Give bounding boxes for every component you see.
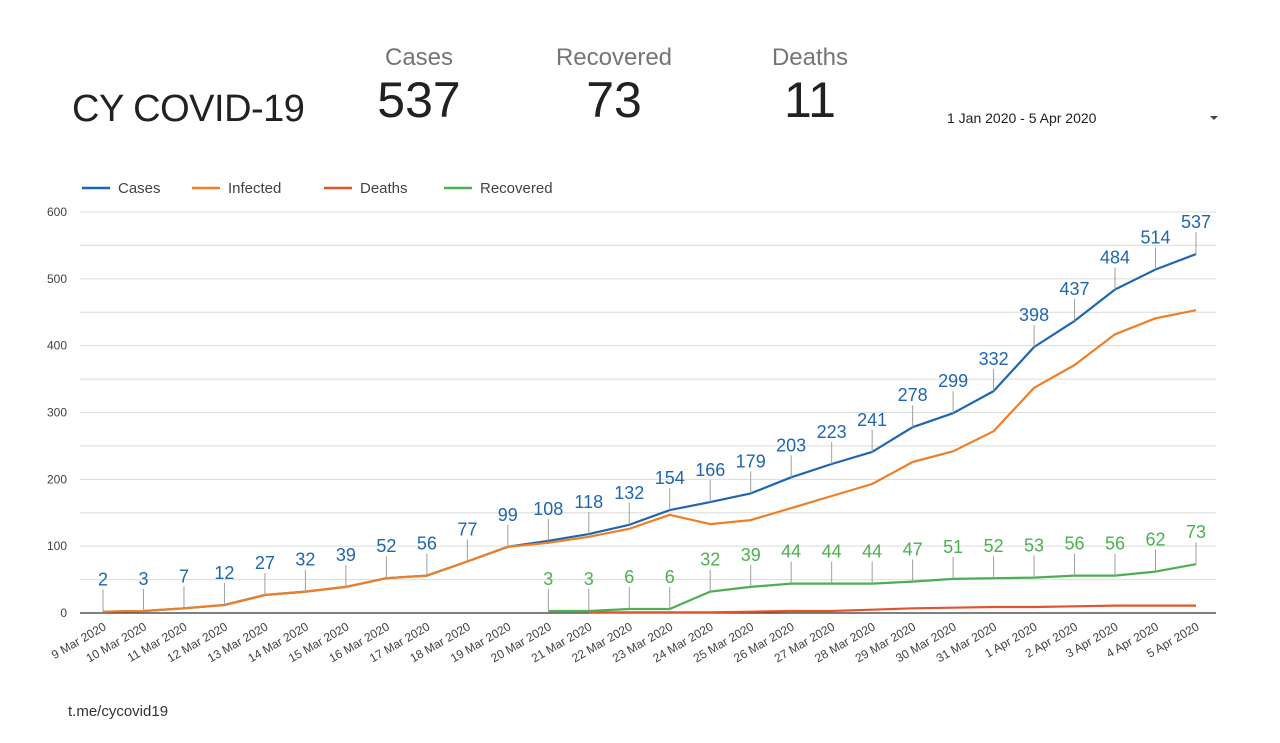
y-axis: 0 100 200 300 400 500 600 <box>47 205 67 620</box>
data-label-cases: 56 <box>417 534 437 554</box>
data-label-cases: 398 <box>1019 305 1049 325</box>
data-label-cases: 77 <box>457 520 477 540</box>
data-label-cases: 299 <box>938 371 968 391</box>
data-label-cases: 437 <box>1060 279 1090 299</box>
legend-label: Recovered <box>480 180 553 197</box>
data-label-cases: 484 <box>1100 248 1130 268</box>
data-label-recovered: 52 <box>984 536 1004 556</box>
data-label-cases: 7 <box>179 566 189 586</box>
y-tick-label: 500 <box>47 272 67 286</box>
caret-down-icon[interactable] <box>1210 116 1218 120</box>
data-label-cases: 203 <box>776 435 806 455</box>
kpi-recovered: Recovered 73 <box>534 44 694 128</box>
series-line-recovered <box>548 563 1197 613</box>
legend-item-deaths: Deaths <box>324 180 408 197</box>
y-tick-label: 100 <box>47 539 67 553</box>
data-label-cases: 537 <box>1181 212 1211 232</box>
data-label-recovered: 39 <box>741 545 761 565</box>
data-label-recovered: 56 <box>1065 534 1085 554</box>
data-label-cases: 118 <box>574 492 603 512</box>
data-label-cases: 132 <box>614 483 644 503</box>
kpi-deaths-label: Deaths <box>771 44 849 71</box>
data-label-recovered: 6 <box>624 567 634 587</box>
data-label-recovered: 44 <box>822 542 842 562</box>
legend-item-cases: Cases <box>82 180 161 197</box>
legend-item-recovered: Recovered <box>444 180 553 197</box>
data-label-recovered: 73 <box>1186 522 1206 542</box>
data-label-recovered: 51 <box>943 537 963 557</box>
kpi-cases-label: Cases <box>384 44 454 71</box>
kpi-cases: Cases 537 <box>339 44 499 128</box>
data-label-cases: 52 <box>376 536 396 556</box>
legend-label: Cases <box>118 180 161 197</box>
data-label-cases: 2 <box>98 570 108 590</box>
series-line-infected <box>102 309 1197 613</box>
data-label-cases: 514 <box>1140 227 1170 247</box>
y-tick-label: 0 <box>60 606 67 620</box>
y-tick-label: 300 <box>47 406 67 420</box>
data-label-cases: 278 <box>898 385 928 405</box>
data-label-recovered: 53 <box>1024 536 1044 556</box>
footer-link[interactable]: t.me/cycovid19 <box>68 703 169 720</box>
data-label-recovered: 6 <box>665 567 675 587</box>
data-label-recovered: 62 <box>1146 530 1166 550</box>
data-label-cases: 241 <box>857 410 887 430</box>
data-label-cases: 223 <box>817 422 847 442</box>
data-label-cases: 32 <box>295 550 315 570</box>
series-line-deaths <box>588 604 1196 614</box>
data-label-recovered: 47 <box>903 540 923 560</box>
data-label-cases: 39 <box>336 545 356 565</box>
data-label-cases: 3 <box>138 569 148 589</box>
data-label-recovered: 3 <box>543 569 553 589</box>
kpi-deaths-value: 11 <box>784 72 836 128</box>
kpi-deaths: Deaths 11 <box>730 44 890 128</box>
series-lines <box>102 253 1197 614</box>
dashboard-title: CY COVID-19 <box>72 88 305 130</box>
legend-item-infected: Infected <box>192 180 281 197</box>
data-label-cases: 108 <box>533 499 563 519</box>
kpi-recovered-value: 73 <box>586 72 642 128</box>
date-range-text: 1 Jan 2020 - 5 Apr 2020 <box>947 110 1097 126</box>
data-label-cases: 332 <box>979 349 1009 369</box>
data-label-cases: 12 <box>214 563 234 583</box>
chart-grid <box>80 211 1216 614</box>
chart-legend: Cases Infected Deaths Recovered <box>82 180 553 197</box>
data-label-recovered: 3 <box>584 569 594 589</box>
data-label-cases: 99 <box>498 505 518 525</box>
y-tick-label: 200 <box>47 472 67 486</box>
legend-label: Infected <box>228 180 281 197</box>
data-label-recovered: 44 <box>862 542 882 562</box>
data-label-cases: 27 <box>255 553 275 573</box>
kpi-recovered-label: Recovered <box>555 44 673 71</box>
kpi-cases-value: 537 <box>377 72 461 128</box>
data-labels: 2 3 7 12 27 32 39 52 56 77 99 108 118 132 154 166 179 203… <box>98 212 1211 612</box>
y-tick-label: 400 <box>47 339 67 353</box>
legend-label: Deaths <box>360 180 408 197</box>
data-label-recovered: 32 <box>700 550 720 570</box>
data-label-cases: 154 <box>655 468 685 488</box>
data-label-recovered: 56 <box>1105 534 1125 554</box>
data-label-cases: 166 <box>695 460 725 480</box>
data-label-recovered: 44 <box>781 542 801 562</box>
data-label-cases: 179 <box>736 451 766 471</box>
y-tick-label: 600 <box>47 205 67 219</box>
